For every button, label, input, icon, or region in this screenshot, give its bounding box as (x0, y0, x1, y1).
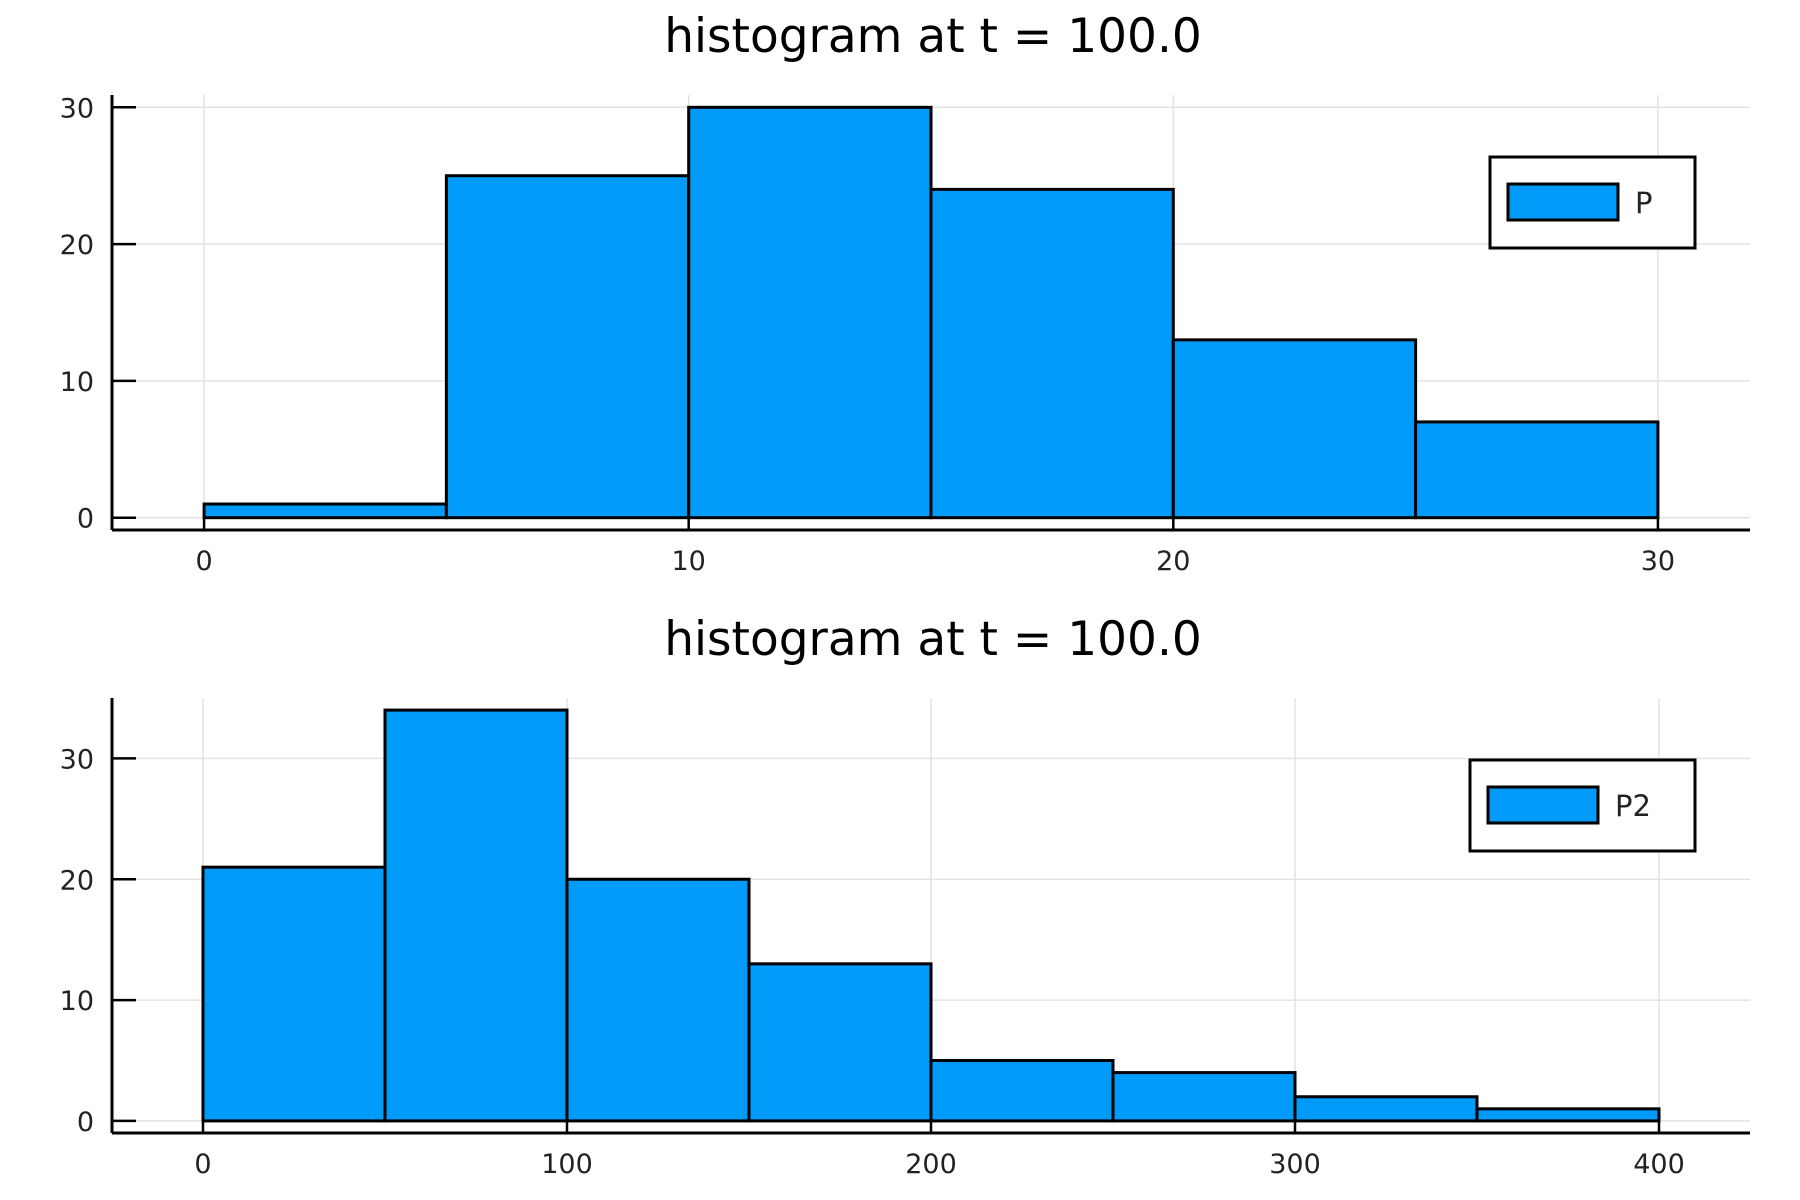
histogram-bar (383, 708, 569, 1123)
histogram-bar (202, 502, 448, 520)
histogram-bar (687, 105, 933, 520)
x-tick-label: 300 (1269, 1149, 1321, 1180)
histogram-bar (1293, 1095, 1479, 1123)
x-tick-label: 100 (541, 1149, 593, 1180)
x-tick-label: 30 (1641, 546, 1675, 577)
histogram-panel-p2: histogram at t = 100.0 0 100 200 300 400 0 10 2… (60, 612, 1750, 1180)
histogram-bar (1414, 420, 1660, 520)
legend-label: P2 (1615, 789, 1651, 823)
y-tick-label: 20 (60, 865, 94, 896)
legend: P2 (1468, 758, 1697, 853)
histogram-bar (1475, 1107, 1661, 1123)
y-tick-label: 0 (77, 504, 94, 535)
y-tick-label: 30 (60, 744, 94, 775)
chart-title: histogram at t = 100.0 (664, 9, 1202, 64)
x-tick-label: 0 (195, 546, 212, 577)
histogram-bar (1171, 338, 1418, 520)
histogram-bar (201, 865, 387, 1123)
chart-title: histogram at t = 100.0 (664, 612, 1202, 667)
y-tick-label: 0 (77, 1107, 94, 1138)
y-tick-label: 20 (60, 230, 94, 261)
legend-swatch (1486, 785, 1600, 825)
histogram-bar (444, 174, 691, 520)
histogram-bar (929, 1059, 1115, 1123)
y-tick-label: 30 (60, 93, 94, 124)
legend: P (1488, 155, 1697, 250)
y-tick-label: 10 (60, 367, 94, 398)
y-tick-label: 10 (60, 986, 94, 1017)
histogram-bar (929, 187, 1175, 520)
legend-label: P (1635, 186, 1653, 220)
legend-swatch (1506, 182, 1620, 222)
x-tick-label: 20 (1156, 546, 1190, 577)
x-tick-label: 10 (672, 546, 706, 577)
histogram-panel-p: histogram at t = 100.0 0 10 20 30 0 10 20 30 P (60, 9, 1750, 577)
x-tick-label: 0 (194, 1149, 211, 1180)
x-tick-label: 400 (1633, 1149, 1685, 1180)
histogram-bar (747, 962, 933, 1123)
x-tick-label: 200 (905, 1149, 957, 1180)
histogram-bar (565, 877, 751, 1123)
histogram-bar (1111, 1071, 1297, 1123)
